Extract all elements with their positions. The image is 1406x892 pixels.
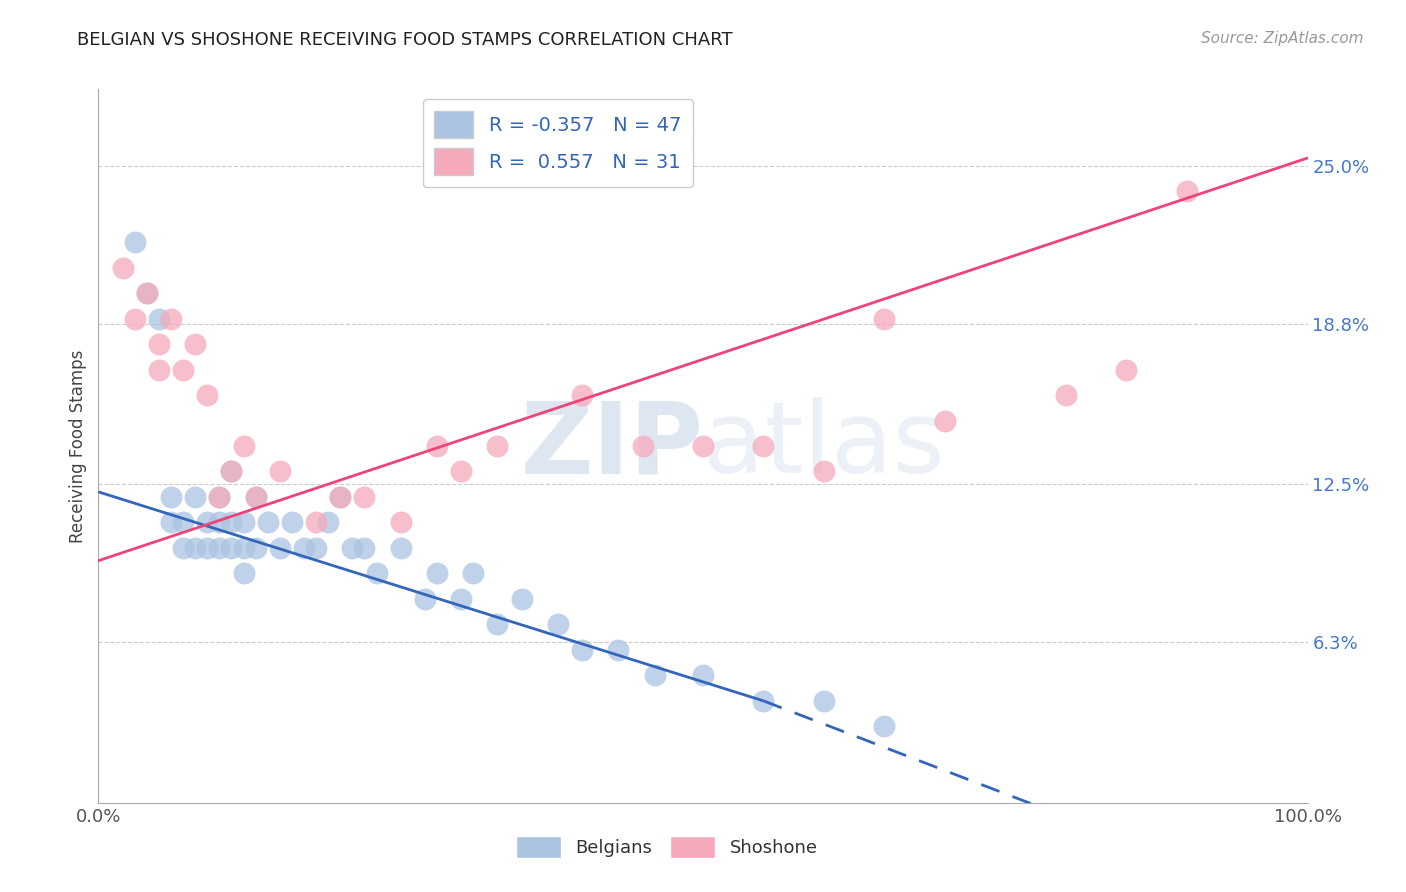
Point	[269, 541, 291, 555]
Point	[547, 617, 569, 632]
Y-axis label: Receiving Food Stamps: Receiving Food Stamps	[69, 350, 87, 542]
Point	[245, 490, 267, 504]
Point	[184, 541, 207, 555]
Point	[148, 362, 170, 376]
Point	[510, 591, 533, 606]
Point	[221, 516, 243, 530]
Point	[813, 694, 835, 708]
Point	[208, 490, 231, 504]
Point	[221, 465, 243, 479]
Point	[232, 516, 254, 530]
Point	[389, 541, 412, 555]
Point	[450, 465, 472, 479]
Point	[692, 439, 714, 453]
Point	[426, 439, 449, 453]
Point	[571, 388, 593, 402]
Point	[873, 719, 896, 733]
Point	[184, 490, 207, 504]
Point	[111, 260, 134, 275]
Point	[366, 566, 388, 581]
Point	[160, 311, 183, 326]
Point	[221, 465, 243, 479]
Point	[172, 541, 194, 555]
Point	[195, 541, 218, 555]
Point	[184, 337, 207, 351]
Point	[269, 465, 291, 479]
Point	[571, 643, 593, 657]
Point	[135, 286, 157, 301]
Point	[752, 694, 775, 708]
Point	[124, 311, 146, 326]
Point	[256, 516, 278, 530]
Point	[208, 490, 231, 504]
Point	[486, 617, 509, 632]
Point	[607, 643, 630, 657]
Point	[413, 591, 436, 606]
Point	[934, 413, 956, 427]
Point	[631, 439, 654, 453]
Point	[305, 541, 328, 555]
Point	[195, 516, 218, 530]
Point	[1054, 388, 1077, 402]
Point	[148, 311, 170, 326]
Point	[232, 541, 254, 555]
Point	[316, 516, 339, 530]
Point	[426, 566, 449, 581]
Point	[305, 516, 328, 530]
Text: BELGIAN VS SHOSHONE RECEIVING FOOD STAMPS CORRELATION CHART: BELGIAN VS SHOSHONE RECEIVING FOOD STAMP…	[77, 31, 733, 49]
Point	[160, 490, 183, 504]
Point	[1175, 184, 1198, 198]
Text: Source: ZipAtlas.com: Source: ZipAtlas.com	[1201, 31, 1364, 46]
Point	[353, 541, 375, 555]
Point	[124, 235, 146, 249]
Point	[353, 490, 375, 504]
Point	[813, 465, 835, 479]
Point	[1115, 362, 1137, 376]
Point	[232, 566, 254, 581]
Point	[486, 439, 509, 453]
Point	[208, 516, 231, 530]
Point	[692, 668, 714, 682]
Point	[450, 591, 472, 606]
Text: ZIP: ZIP	[520, 398, 703, 494]
Point	[389, 516, 412, 530]
Point	[644, 668, 666, 682]
Point	[245, 541, 267, 555]
Point	[342, 541, 364, 555]
Point	[221, 541, 243, 555]
Point	[281, 516, 304, 530]
Point	[329, 490, 352, 504]
Point	[245, 490, 267, 504]
Point	[463, 566, 485, 581]
Text: atlas: atlas	[703, 398, 945, 494]
Point	[135, 286, 157, 301]
Point	[172, 516, 194, 530]
Point	[195, 388, 218, 402]
Point	[148, 337, 170, 351]
Legend: Belgians, Shoshone: Belgians, Shoshone	[509, 829, 825, 865]
Point	[160, 516, 183, 530]
Point	[329, 490, 352, 504]
Point	[232, 439, 254, 453]
Point	[752, 439, 775, 453]
Point	[172, 362, 194, 376]
Point	[292, 541, 315, 555]
Point	[208, 541, 231, 555]
Point	[873, 311, 896, 326]
